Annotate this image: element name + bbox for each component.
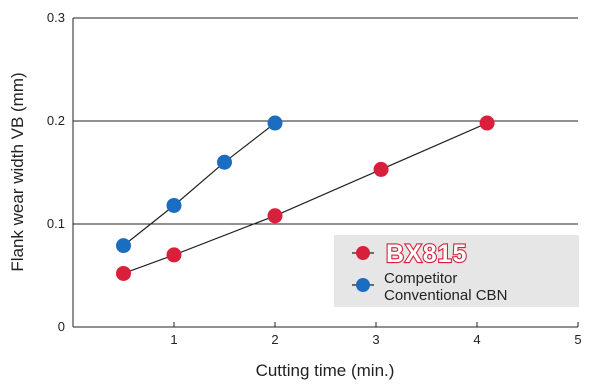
x-tick-label: 5 [574, 332, 581, 347]
legend-item-competitor: Competitor Conventional CBN [352, 270, 507, 304]
data-point-bx815 [373, 161, 389, 177]
data-point-bx815 [267, 208, 283, 224]
y-tick-label: 0.3 [47, 10, 65, 25]
series-points [116, 115, 495, 281]
tick-labels: 1 2 3 4 5 0 0.1 0.2 0.3 [47, 10, 582, 347]
legend-label-bx815: BX815 [386, 240, 467, 268]
data-point-competitor [217, 154, 232, 170]
data-point-bx815 [479, 115, 495, 131]
y-tick-label: 0.1 [47, 216, 65, 231]
legend: BX815 Competitor Conventional CBN [334, 235, 579, 307]
legend-item-bx815: BX815 [352, 239, 468, 269]
x-axis-title: Cutting time (min.) [256, 361, 395, 380]
data-point-competitor [166, 197, 182, 213]
x-tick-label: 1 [170, 332, 177, 347]
series-line-competitor [123, 122, 276, 247]
legend-box [334, 235, 579, 307]
data-point-bx815 [166, 247, 182, 263]
axes [72, 18, 579, 328]
legend-label-competitor-line1: Competitor [384, 270, 457, 287]
data-point-competitor [267, 115, 283, 131]
legend-label-competitor-line2: Conventional CBN [384, 287, 507, 304]
x-tick-label: 3 [372, 332, 379, 347]
y-tick-label: 0.2 [47, 113, 65, 128]
data-point-competitor [116, 238, 131, 254]
x-tick-label: 4 [473, 332, 480, 347]
data-point-bx815 [116, 265, 131, 281]
y-axis-title: Flank wear width VB (mm) [8, 72, 27, 271]
legend-marker-competitor [356, 278, 370, 292]
legend-marker-bx815 [356, 246, 370, 260]
x-tick-label: 2 [271, 332, 278, 347]
y-tick-label: 0 [58, 319, 65, 334]
